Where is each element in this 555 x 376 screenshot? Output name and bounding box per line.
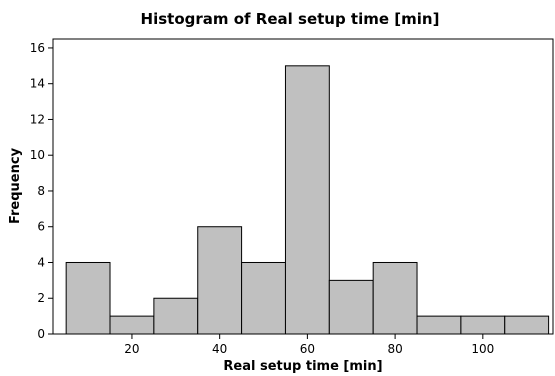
chart-title: Histogram of Real setup time [min] (141, 10, 440, 28)
y-axis: 0 2 4 6 8 10 12 14 16 (30, 41, 53, 341)
x-tick-label: 100 (471, 342, 494, 356)
y-tick-label: 2 (37, 291, 45, 305)
x-tick-label: 60 (300, 342, 315, 356)
x-axis: 20 40 60 80 100 (124, 334, 494, 356)
histogram-bar-9 (416, 315, 462, 335)
y-tick-label: 14 (30, 77, 45, 91)
histogram-bar-2 (109, 315, 155, 335)
y-tick-label: 4 (37, 255, 45, 269)
y-axis-label: Frequency (8, 147, 23, 224)
x-axis-label: Real setup time [min] (223, 359, 382, 374)
y-tick-label: 0 (37, 327, 45, 341)
y-tick-label: 10 (30, 148, 45, 162)
histogram-bar-6 (284, 65, 330, 335)
bars-group (65, 65, 550, 335)
histogram-bar-7 (328, 279, 374, 335)
y-tick-label: 6 (37, 220, 45, 234)
histogram-bar-4 (197, 226, 243, 335)
histogram-bar-10 (460, 315, 506, 335)
histogram-bar-8 (372, 261, 418, 335)
x-tick-label: 80 (387, 342, 402, 356)
y-tick-label: 12 (30, 112, 45, 126)
y-tick-label: 16 (30, 41, 45, 55)
histogram-bar-5 (241, 261, 286, 335)
x-tick-label: 40 (212, 342, 227, 356)
y-tick-label: 8 (37, 184, 45, 198)
histogram-bar-1 (65, 261, 111, 335)
x-tick-label: 20 (124, 342, 139, 356)
histogram-bar-11 (504, 315, 550, 335)
histogram-bar-3 (153, 297, 199, 335)
